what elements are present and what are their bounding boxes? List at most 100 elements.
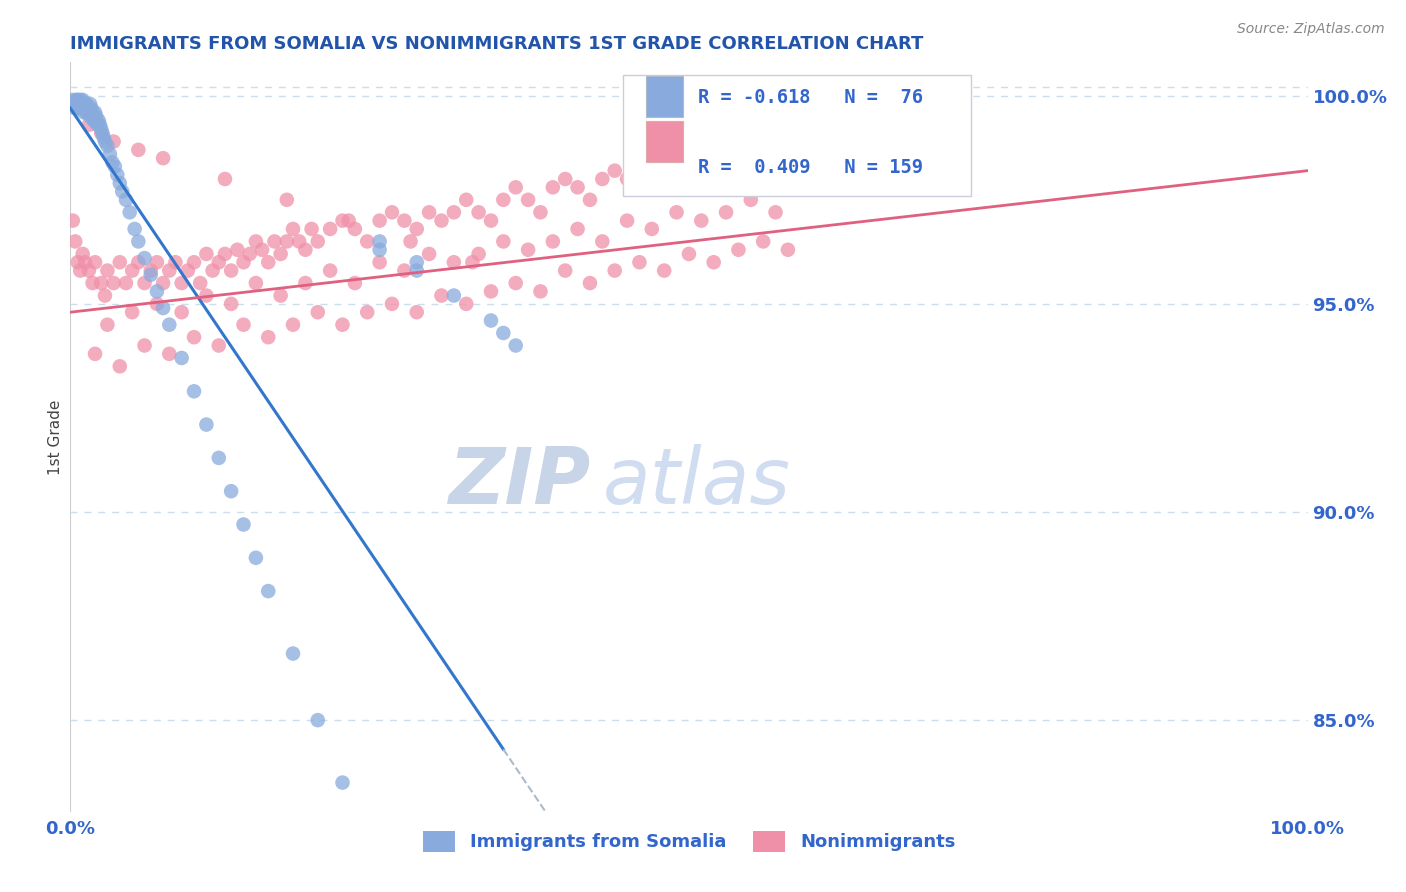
Point: [201, 263, 224, 277]
Point: [690, 213, 713, 227]
Point: [67, 101, 90, 115]
Point: [270, 288, 292, 302]
Point: [65, 101, 87, 115]
Point: [72, 247, 94, 261]
Point: [65, 93, 87, 107]
Point: [245, 550, 267, 565]
Point: [332, 213, 354, 227]
Point: [703, 255, 725, 269]
Point: [276, 235, 298, 249]
Point: [232, 517, 254, 532]
Point: [208, 338, 231, 352]
Point: [84, 105, 107, 120]
Point: [124, 222, 146, 236]
Point: [245, 235, 267, 249]
Point: [505, 276, 527, 290]
Point: [214, 247, 236, 261]
Point: [152, 301, 174, 315]
Point: [94, 288, 117, 302]
Point: [108, 176, 131, 190]
Point: [219, 484, 242, 499]
Bar: [645, 76, 683, 117]
Point: [567, 222, 589, 236]
Point: [146, 285, 169, 299]
Point: [319, 263, 342, 277]
Point: [65, 235, 87, 249]
Point: [492, 235, 515, 249]
Point: [492, 193, 515, 207]
Point: [76, 105, 98, 120]
Point: [727, 243, 749, 257]
Point: [381, 205, 404, 219]
Point: [665, 163, 688, 178]
Point: [443, 205, 465, 219]
Point: [405, 305, 427, 319]
Point: [208, 450, 231, 465]
Point: [343, 222, 366, 236]
Point: [430, 288, 453, 302]
Point: [82, 276, 104, 290]
Point: [789, 130, 811, 145]
Point: [219, 297, 242, 311]
Point: [104, 160, 127, 174]
Point: [94, 135, 117, 149]
Point: [146, 297, 169, 311]
Point: [115, 276, 138, 290]
Point: [603, 163, 626, 178]
Point: [195, 288, 218, 302]
Point: [263, 235, 285, 249]
Point: [776, 151, 799, 165]
Point: [307, 235, 329, 249]
Point: [75, 101, 97, 115]
Point: [368, 213, 391, 227]
Point: [554, 263, 576, 277]
Point: [641, 222, 664, 236]
Point: [541, 235, 564, 249]
Point: [139, 268, 162, 282]
FancyBboxPatch shape: [623, 75, 972, 196]
Point: [461, 255, 484, 269]
Point: [678, 247, 700, 261]
Point: [134, 338, 156, 352]
Text: Source: ZipAtlas.com: Source: ZipAtlas.com: [1237, 22, 1385, 37]
Point: [257, 255, 280, 269]
Point: [381, 297, 404, 311]
Point: [690, 151, 713, 165]
Point: [579, 276, 602, 290]
Point: [69, 97, 91, 112]
Point: [281, 222, 304, 236]
Point: [294, 276, 316, 290]
Point: [139, 263, 162, 277]
Text: R =  0.409   N = 159: R = 0.409 N = 159: [697, 158, 922, 177]
Point: [665, 205, 688, 219]
Point: [84, 110, 107, 124]
Point: [616, 213, 638, 227]
Point: [652, 263, 675, 277]
Point: [394, 263, 416, 277]
Point: [616, 172, 638, 186]
Point: [79, 110, 101, 124]
Point: [443, 288, 465, 302]
Point: [801, 122, 824, 136]
Text: atlas: atlas: [602, 444, 790, 520]
Point: [98, 147, 121, 161]
Point: [394, 213, 416, 227]
Point: [276, 193, 298, 207]
Point: [84, 347, 107, 361]
Point: [72, 101, 94, 115]
Point: [529, 285, 551, 299]
Bar: [645, 121, 683, 162]
Point: [628, 180, 651, 194]
Point: [84, 113, 107, 128]
Point: [270, 247, 292, 261]
Point: [652, 151, 675, 165]
Point: [245, 276, 267, 290]
Point: [479, 313, 502, 327]
Point: [641, 163, 664, 178]
Point: [96, 318, 118, 332]
Point: [765, 138, 787, 153]
Point: [118, 205, 141, 219]
Y-axis label: 1st Grade: 1st Grade: [48, 400, 63, 475]
Point: [214, 172, 236, 186]
Point: [146, 255, 169, 269]
